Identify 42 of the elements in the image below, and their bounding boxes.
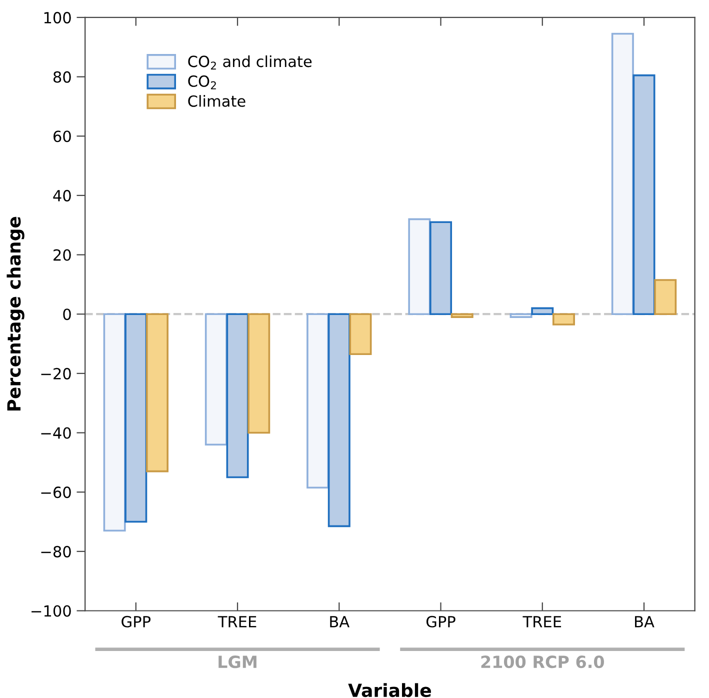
text: LGM [218,656,256,668]
y-tick-label: −40 [41,427,71,439]
x-tick-label: TREE [218,616,256,628]
x-tick-label: GPP [426,616,456,628]
bar [430,221,452,316]
bar [531,307,554,316]
y-tick-label: 100 [44,12,71,24]
x-tick-label: BA [330,616,350,628]
bar [306,313,330,489]
x-tick-label: GPP [122,616,151,628]
legend-label: CO$_{2}$ and climate [188,55,312,70]
x-tick-label: TREE [522,616,562,628]
bar [204,313,228,446]
bar [349,313,372,356]
bar [146,313,168,472]
bar [450,313,474,318]
bar [632,74,656,316]
text: 2100 RCP 6.0 [481,656,604,668]
bar [611,32,634,316]
y-tick-label: −80 [41,546,71,558]
bar [226,313,249,478]
bar [248,313,270,434]
y-tick-label: −60 [41,486,71,498]
y-tick-label: −100 [32,605,71,617]
legend-label: Climate [188,95,246,107]
bar [124,313,148,523]
bar [408,218,431,316]
y-tick-label: 40 [53,190,71,202]
x-tick-label: BA [635,616,654,628]
legend-label: CO$_{2}$ [188,75,216,90]
y-axis-title: Percentage change [6,216,24,411]
y-tick-label: 20 [54,249,71,261]
bar [552,313,575,326]
bar [654,279,677,316]
y-tick-label: 60 [54,130,71,142]
y-tick-label: 0 [63,308,71,320]
bar [103,313,126,532]
bar [510,313,532,318]
y-tick-label: 80 [53,71,71,83]
y-tick-label: −20 [41,368,71,380]
bar [328,313,350,528]
x-axis-title: Variable [348,683,431,698]
